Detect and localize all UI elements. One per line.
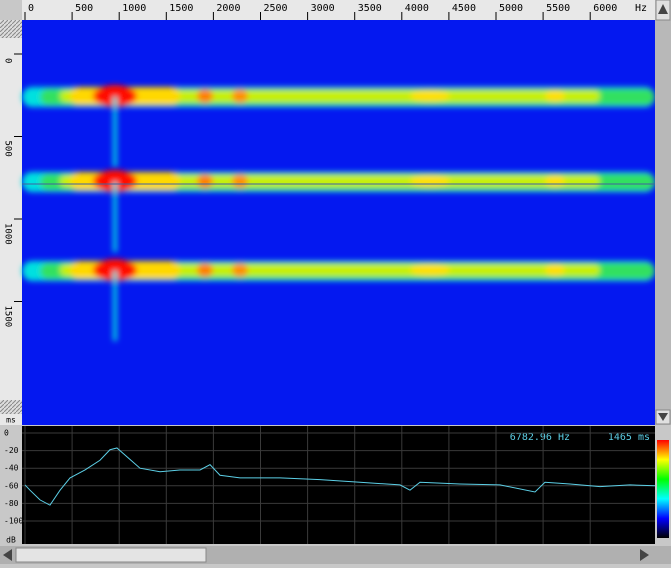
arrow-down — [658, 413, 668, 421]
time-tick-label: 500 — [3, 141, 13, 157]
spectrum-line — [24, 447, 656, 506]
arrow-right[interactable] — [640, 549, 649, 561]
time-unit: ms — [6, 416, 16, 425]
time-readout: 1465 ms — [608, 432, 650, 443]
arrow-up — [658, 4, 668, 14]
frequency-tick-label: 6000 — [593, 3, 617, 14]
v-scrollbar[interactable] — [655, 20, 671, 425]
time-tick-label: 1500 — [3, 306, 13, 328]
frequency-tick-label: 1000 — [122, 3, 146, 14]
ruler-hatch — [0, 400, 22, 414]
frequency-tick-label: 3500 — [358, 3, 382, 14]
level-tick-label: -60 — [4, 481, 19, 490]
time-tick-label: 0 — [3, 58, 13, 63]
frequency-tick-label: 500 — [75, 3, 93, 14]
level-tick-label: 0 — [4, 429, 9, 438]
frequency-unit: Hz — [635, 3, 647, 14]
frequency-tick-label: 0 — [28, 3, 34, 14]
level-unit: dB — [6, 536, 16, 545]
level-tick-label: -40 — [4, 464, 19, 473]
time-tick-label: 1000 — [3, 223, 13, 245]
arrow-left[interactable] — [3, 549, 12, 561]
level-tick-label: -100 — [4, 517, 23, 526]
frequency-tick-label: 2000 — [216, 3, 240, 14]
frequency-tick-label: 3000 — [311, 3, 335, 14]
level-tick-label: -80 — [4, 499, 19, 508]
ruler-hatch — [0, 20, 22, 38]
h-scroll-thumb[interactable] — [15, 547, 207, 563]
frequency-tick-label: 4500 — [452, 3, 476, 14]
spectrum-panel — [22, 426, 655, 544]
frequency-tick-label: 1500 — [169, 3, 193, 14]
frequency-readout: 6782.96 Hz — [510, 432, 570, 443]
frequency-ruler — [22, 0, 655, 20]
time-ruler — [0, 20, 22, 425]
frequency-tick-label: 4000 — [405, 3, 429, 14]
frequency-tick-label: 5000 — [499, 3, 523, 14]
frequency-tick-label: 2500 — [264, 3, 288, 14]
frequency-tick-label: 5500 — [546, 3, 570, 14]
colorbar — [657, 440, 669, 538]
level-tick-label: -20 — [4, 446, 19, 455]
